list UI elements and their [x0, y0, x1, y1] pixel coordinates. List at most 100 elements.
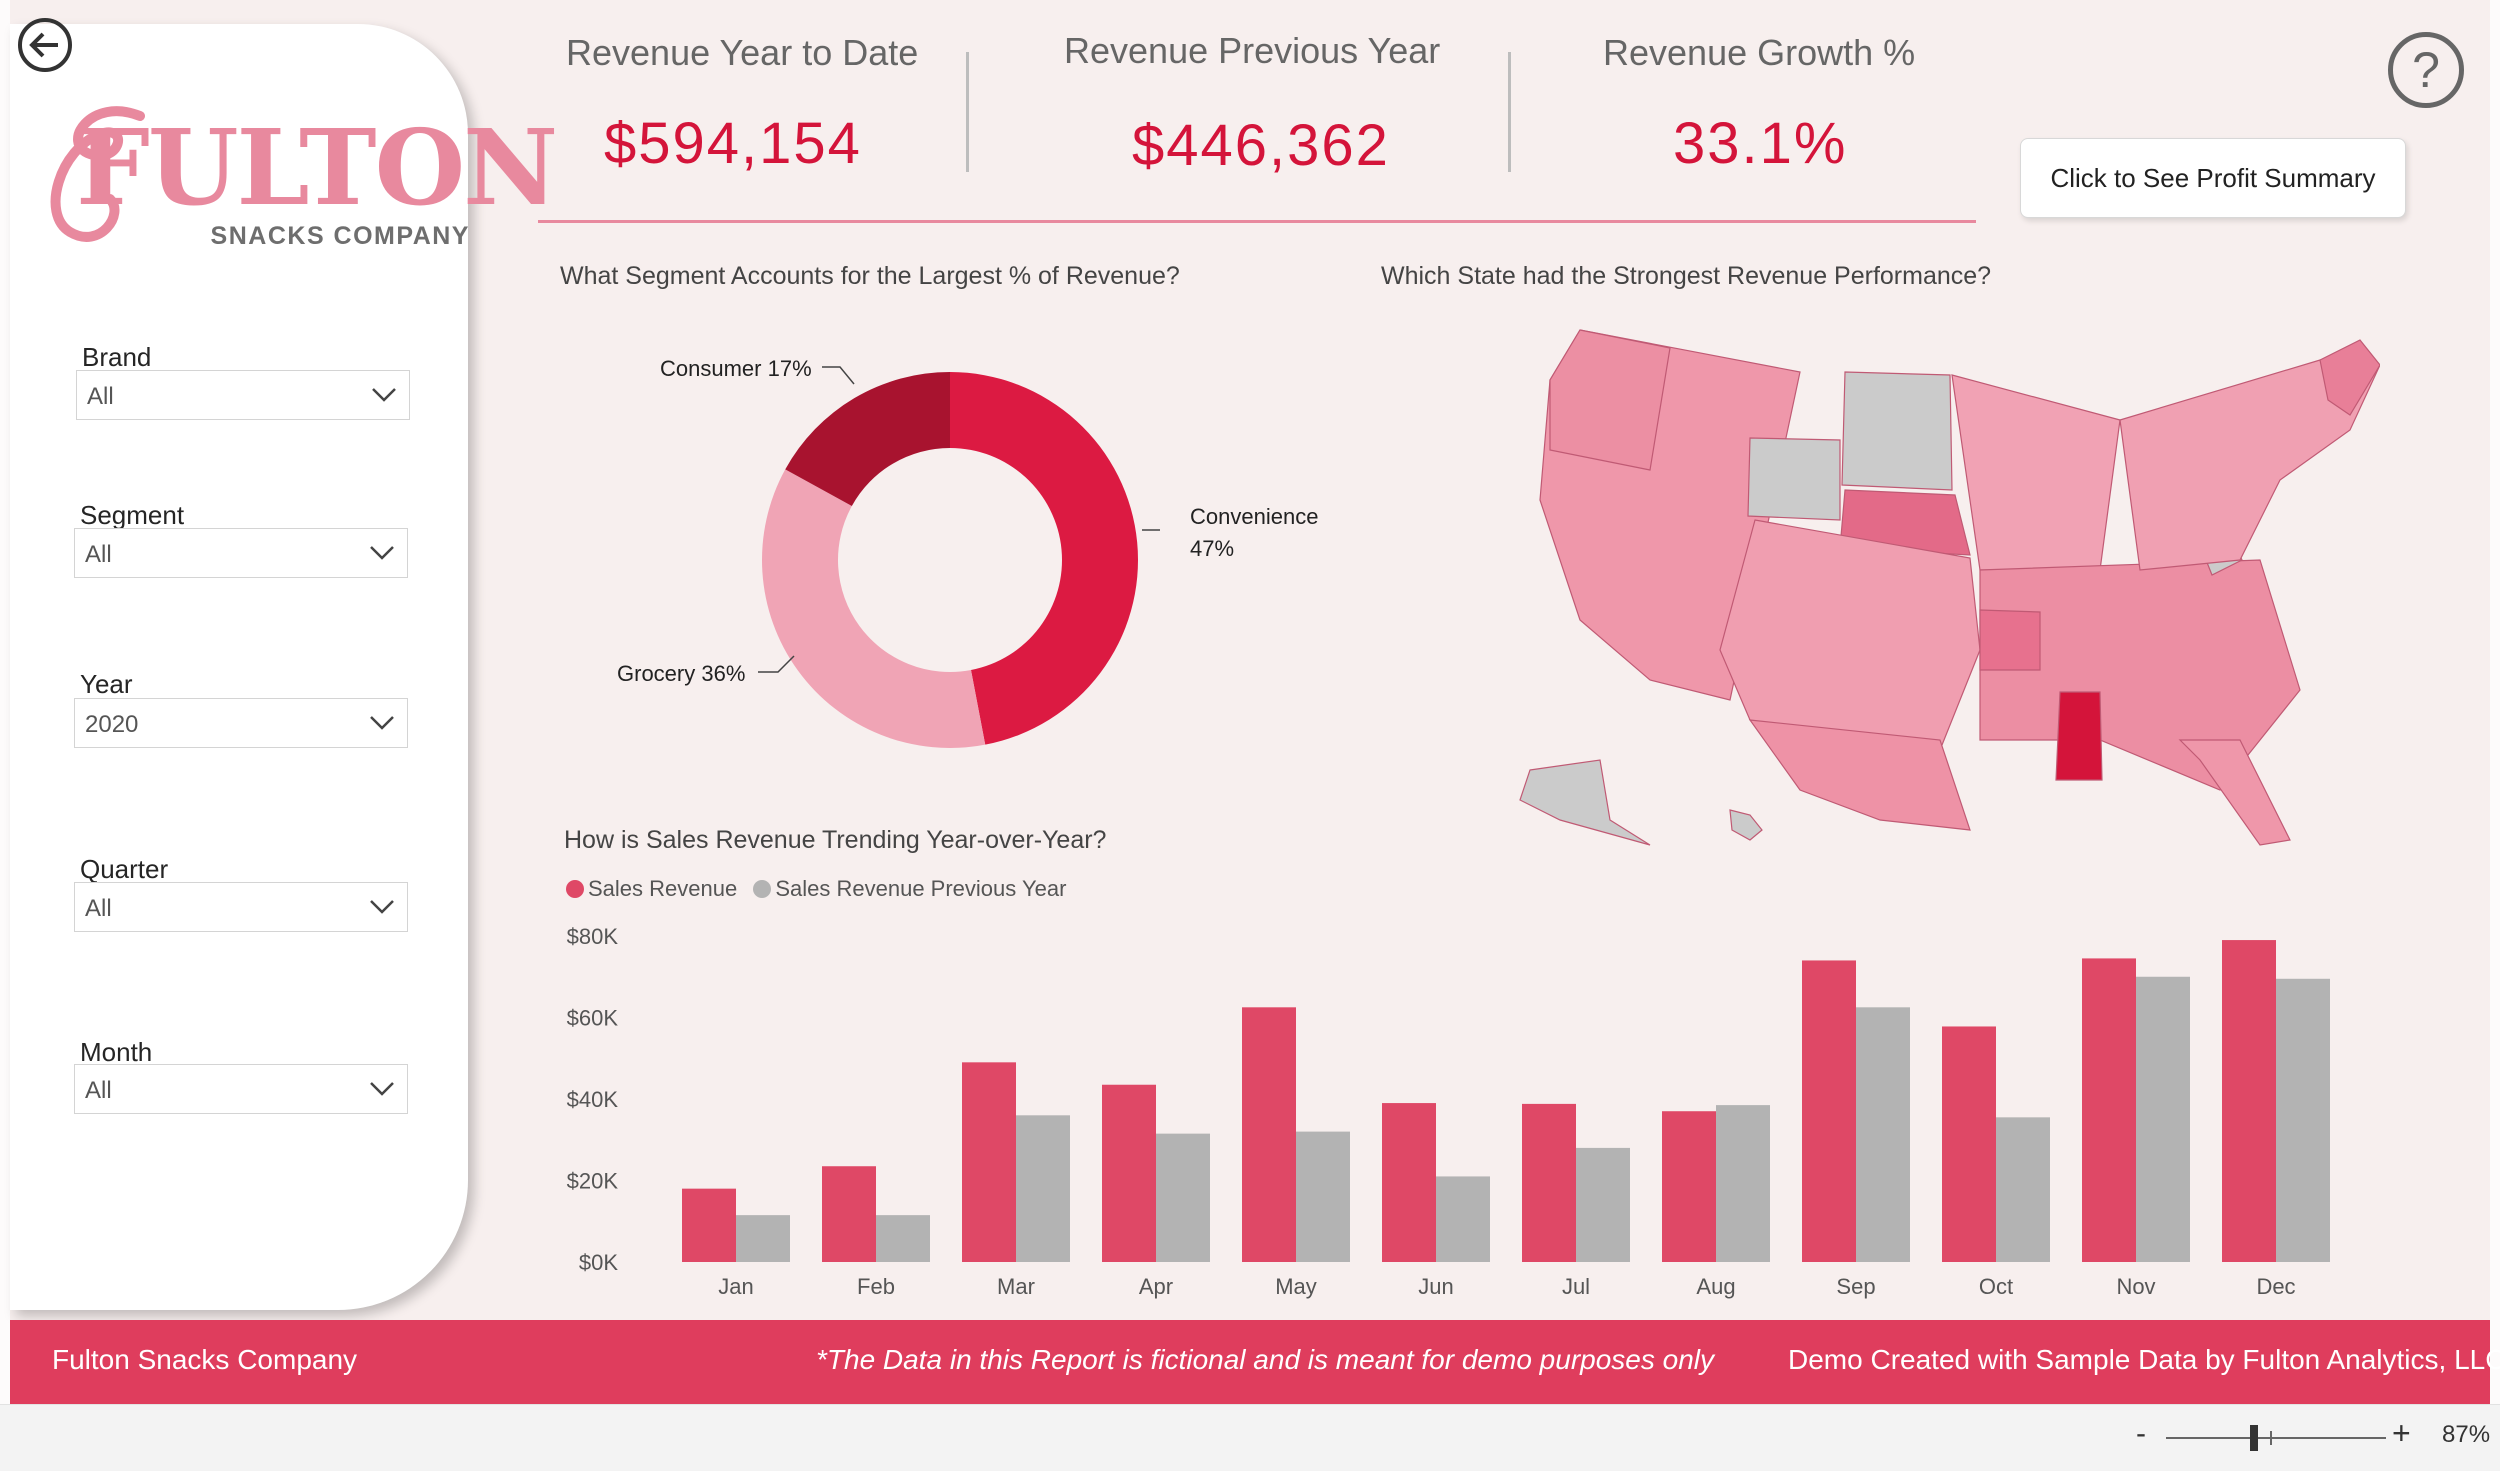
map-south — [1979, 559, 2301, 791]
legend-item-sales-revenue: Sales Revenue — [566, 876, 737, 902]
kpi-divider — [1508, 52, 1511, 172]
bar-feb-current — [822, 1166, 876, 1262]
y-tick-label: $20K — [567, 1169, 619, 1194]
bar-jan-previous — [736, 1215, 790, 1262]
map-wyoming — [1747, 437, 1841, 521]
donut-slice-convenience — [950, 372, 1138, 745]
bar-sep-current — [1802, 960, 1856, 1262]
chevron-down-icon — [370, 900, 394, 914]
map-mississippi — [2055, 691, 2103, 781]
state-map-title: Which State had the Strongest Revenue Pe… — [1381, 262, 1992, 290]
kpi-growth-value: 33.1% — [1673, 111, 1848, 176]
kpi-revenue-ytd-title: Revenue Year to Date — [566, 32, 919, 73]
legend-label-sales-revenue: Sales Revenue — [588, 876, 738, 901]
donut-label-convenience-pct: 47% — [1190, 536, 1235, 561]
legend-item-sales-revenue-previous: Sales Revenue Previous Year — [753, 876, 1066, 902]
bar-oct-previous — [1996, 1117, 2050, 1262]
map-nebraska — [1839, 489, 1971, 556]
chevron-down-icon — [372, 388, 396, 402]
brand-filter-dropdown[interactable]: All — [76, 370, 410, 420]
month-filter-dropdown[interactable]: All — [74, 1064, 408, 1114]
x-tick-label: Feb — [857, 1274, 895, 1299]
segment-filter-label: Segment — [80, 500, 185, 530]
bar-aug-previous — [1716, 1105, 1770, 1262]
bar-may-current — [1242, 1007, 1296, 1262]
logo-subtitle: SNACKS COMPANY — [210, 222, 470, 250]
bar-may-previous — [1296, 1131, 1350, 1262]
bar-apr-previous — [1156, 1133, 1210, 1262]
bar-jul-previous — [1576, 1147, 1630, 1262]
y-tick-label: $60K — [567, 1006, 619, 1031]
x-tick-label: Mar — [997, 1274, 1035, 1299]
fulton-logo: FULTON SNACKS COMPANY — [30, 104, 558, 254]
bar-nov-current — [2082, 958, 2136, 1262]
x-tick-label: Oct — [1979, 1274, 2013, 1299]
map-florida — [2178, 739, 2291, 846]
kpi-growth-title: Revenue Growth % — [1603, 32, 1916, 73]
donut-label-grocery: Grocery 36% — [617, 661, 746, 686]
bar-aug-current — [1662, 1111, 1716, 1262]
map-northwest — [1549, 329, 1671, 471]
zoom-out-button[interactable]: - — [2136, 1417, 2146, 1450]
bar-jul-current — [1522, 1103, 1576, 1262]
year-filter-dropdown[interactable]: 2020 — [74, 698, 408, 748]
trend-chart-legend: Sales Revenue Sales Revenue Previous Yea… — [566, 876, 1076, 902]
brand-filter-value: All — [87, 383, 114, 410]
x-tick-label: Sep — [1836, 1274, 1875, 1299]
month-filter-label: Month — [80, 1037, 153, 1067]
footer-credit: Demo Created with Sample Data by Fulton … — [1788, 1344, 2500, 1375]
x-tick-label: Dec — [2256, 1274, 2295, 1299]
x-tick-label: Nov — [2116, 1274, 2155, 1299]
segment-filter-dropdown[interactable]: All — [74, 528, 408, 578]
x-tick-label: May — [1275, 1274, 1317, 1299]
y-tick-label: $40K — [567, 1087, 619, 1112]
trend-chart-title: How is Sales Revenue Trending Year-over-… — [564, 826, 1107, 854]
footer-disclaimer: *The Data in this Report is fictional an… — [816, 1344, 1715, 1375]
legend-label-sales-revenue-previous: Sales Revenue Previous Year — [775, 876, 1067, 901]
donut-slice-grocery — [762, 469, 986, 748]
segment-donut-chart — [762, 372, 1138, 748]
zoom-slider-thumb[interactable] — [2250, 1425, 2258, 1451]
question-icon: ? — [2412, 42, 2440, 98]
logo-swash — [50, 106, 145, 242]
x-tick-label: Jun — [1418, 1274, 1453, 1299]
back-arrow-icon — [29, 32, 58, 58]
revenue-trend-bar-chart: $0K $20K $40K $60K $80K Jan Feb Mar Apr May Jun Jul… — [567, 924, 2330, 1299]
map-texas — [1748, 719, 1971, 831]
chevron-down-icon — [370, 716, 394, 730]
bar-mar-current — [962, 1062, 1016, 1262]
state-revenue-map — [1519, 329, 2380, 846]
report-footer: Fulton Snacks Company *The Data in this … — [10, 1320, 2500, 1404]
bar-nov-previous — [2136, 976, 2190, 1262]
quarter-filter-dropdown[interactable]: All — [74, 882, 408, 932]
footer-company-name: Fulton Snacks Company — [52, 1344, 358, 1375]
map-hawaii — [1729, 809, 1763, 841]
status-bar: - + 87% — [0, 1404, 2500, 1471]
logo-word: FULTON — [76, 106, 558, 229]
donut-label-convenience: Convenience — [1190, 504, 1319, 529]
zoom-slider-tick — [2270, 1431, 2272, 1445]
donut-slice-consumer — [785, 372, 950, 507]
kpi-revenue-ytd-value: $594,154 — [604, 111, 862, 176]
zoom-slider-track[interactable] — [2166, 1437, 2386, 1439]
x-tick-label: Aug — [1696, 1274, 1735, 1299]
chevron-down-icon — [370, 546, 394, 560]
kpi-divider — [966, 52, 969, 172]
y-tick-label: $80K — [567, 924, 619, 949]
kpi-revenue-prev-value: $446,362 — [1132, 113, 1390, 178]
y-tick-label: $0K — [579, 1250, 618, 1275]
map-midwest — [1951, 374, 2121, 571]
zoom-in-button[interactable]: + — [2392, 1415, 2411, 1451]
map-maine — [2319, 339, 2380, 416]
month-filter-value: All — [85, 1077, 112, 1104]
profit-summary-button[interactable]: Click to See Profit Summary — [2020, 138, 2406, 218]
kpi-underline — [538, 220, 1976, 223]
help-button[interactable]: ? — [2388, 32, 2464, 108]
brand-filter-label: Brand — [82, 342, 152, 372]
year-filter-value: 2020 — [85, 711, 139, 738]
quarter-filter-label: Quarter — [80, 854, 169, 884]
back-button[interactable] — [18, 18, 72, 72]
x-tick-label: Jan — [718, 1274, 753, 1299]
bar-jun-previous — [1436, 1176, 1490, 1262]
chevron-down-icon — [370, 1082, 394, 1096]
